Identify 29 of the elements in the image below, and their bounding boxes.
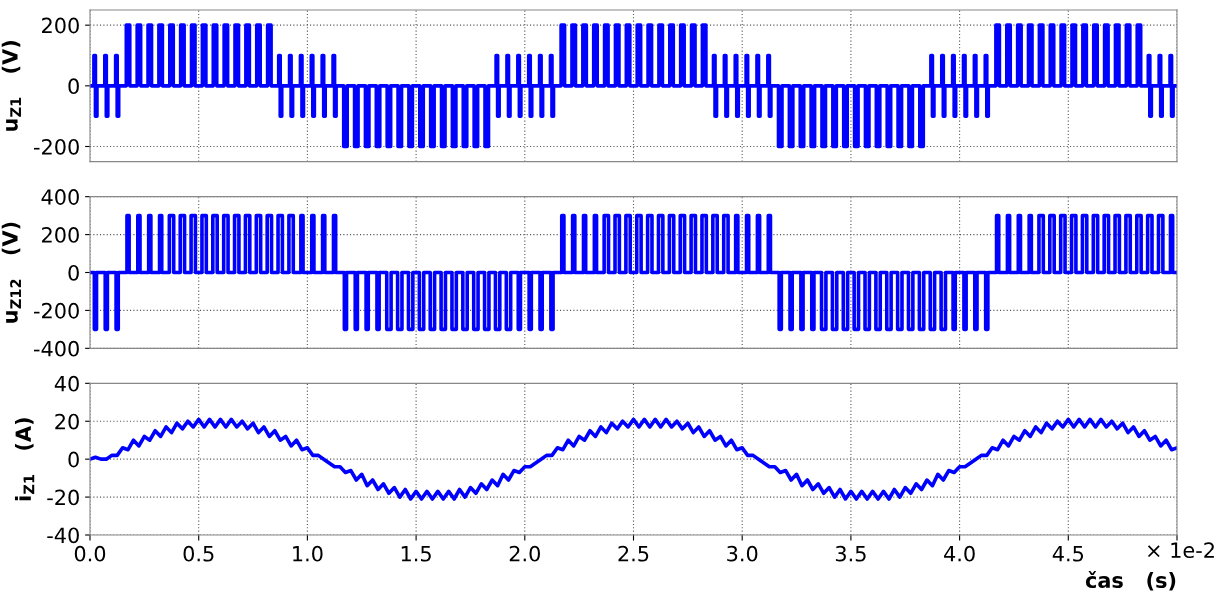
y-tick-label: -400 (34, 340, 79, 357)
y-tick-label: 200 (42, 227, 79, 243)
y-tick-label: 20 (55, 413, 79, 430)
text: × 1e-2 (1147, 542, 1214, 559)
x-tick-label: 2.5 (618, 545, 649, 562)
x-tick-label: 2.0 (509, 545, 540, 562)
x-tick-label: 1.0 (293, 545, 323, 562)
y-tick-label: 400 (41, 189, 79, 205)
x-tick-label: 1.5 (401, 546, 431, 562)
y-tick-label: -200 (34, 302, 79, 319)
y-tick-label: 0 (68, 264, 79, 281)
y-tick-label: -20 (47, 489, 79, 506)
y-tick-label: 40 (54, 375, 79, 392)
line-series (90, 417, 1177, 501)
x-tick-label: 3.5 (835, 545, 866, 562)
x-tick-label: 0.0 (74, 545, 106, 562)
text: u$_{Z12}$ (V) (1, 222, 21, 323)
y-tick-label: 0 (68, 78, 79, 95)
x-tick-label: 3.0 (727, 545, 758, 562)
text: u$_{Z1}$ (V) (1, 41, 21, 131)
x-tick-label: 4.0 (944, 545, 975, 562)
x-tick-label: 4.5 (1052, 546, 1084, 562)
x-axis-title: čas (s) (1085, 571, 1176, 591)
x-tick-label: 0.5 (183, 545, 214, 562)
y-tick-label: 0 (68, 451, 79, 468)
y-tick-label: -40 (47, 527, 79, 544)
y-tick-label: 200 (42, 17, 79, 34)
text: i$_{Z1}$ (A) (14, 418, 35, 501)
y-tick-label: -200 (34, 138, 79, 155)
